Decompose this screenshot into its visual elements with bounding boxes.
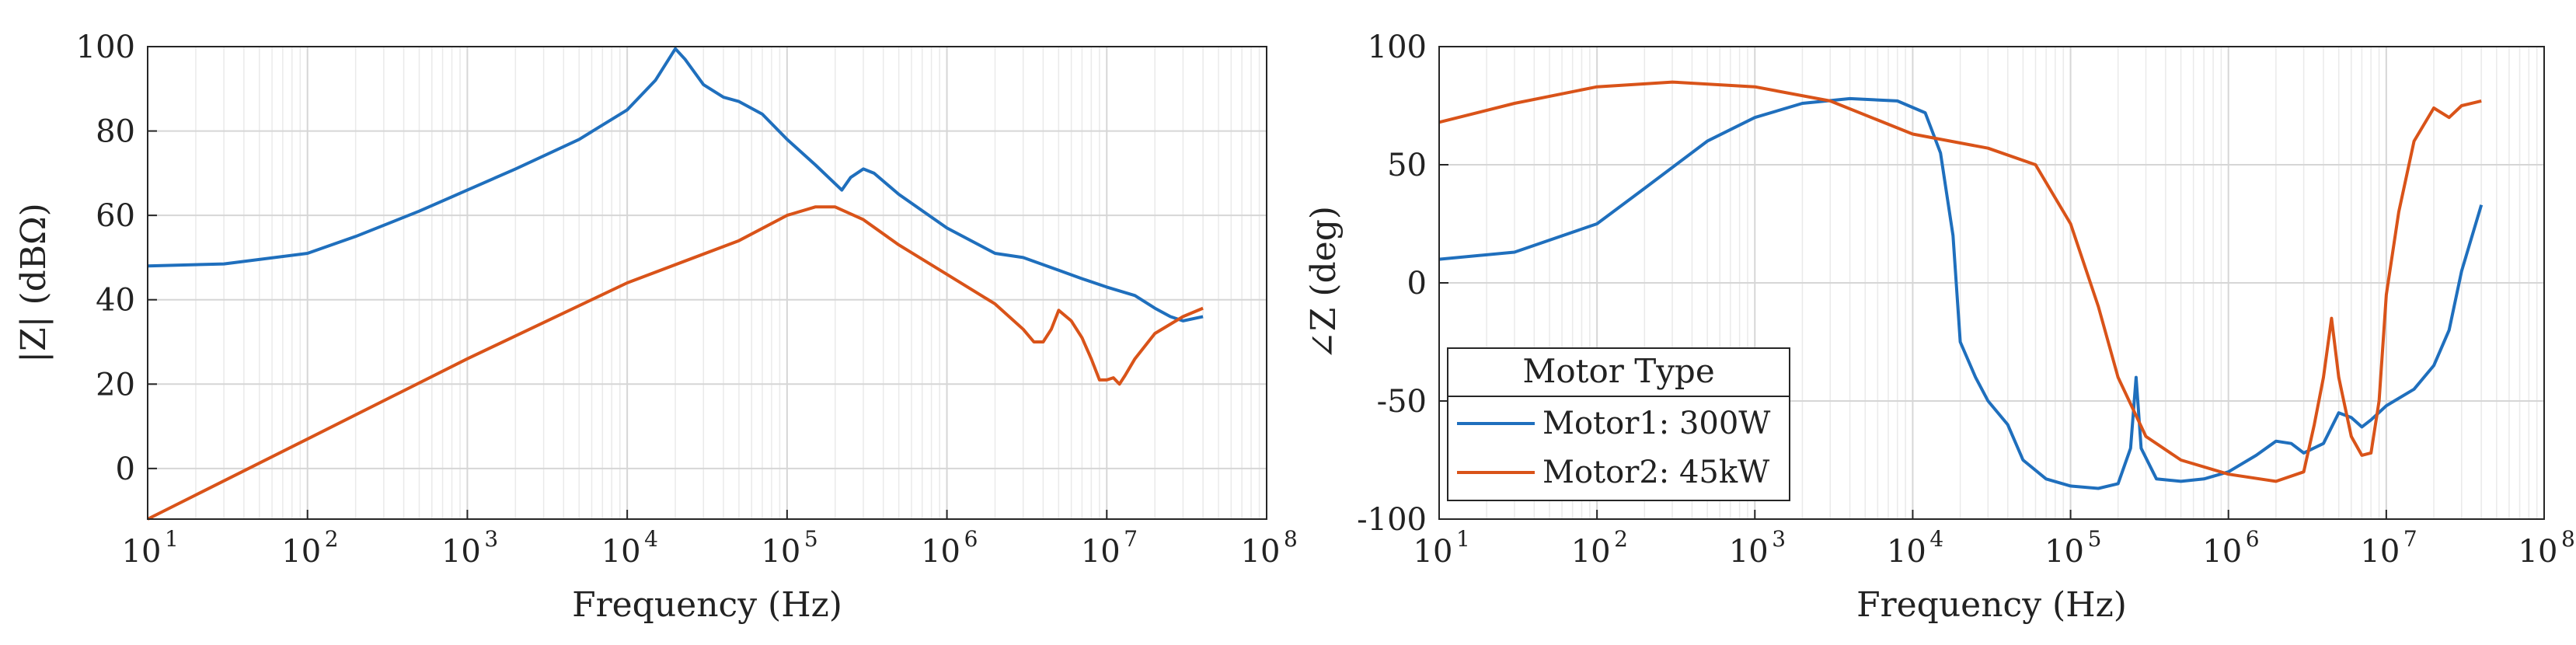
x-tick-label-exponent: 7 <box>1124 526 1138 552</box>
x-tick-label-exponent: 4 <box>644 526 658 552</box>
x-tick-label-exponent: 1 <box>1456 526 1470 552</box>
x-tick-label: 10 <box>1729 534 1769 570</box>
x-tick-label-exponent: 3 <box>484 526 498 552</box>
x-tick-label: 10 <box>441 534 481 570</box>
x-tick-label: 10 <box>2518 534 2558 570</box>
x-tick-label: 10 <box>122 534 162 570</box>
x-tick-label-exponent: 8 <box>1284 526 1298 552</box>
y-tick-label: 0 <box>1407 266 1427 302</box>
y-tick-label: 0 <box>116 452 135 487</box>
legend: Motor Type Motor1: 300W Motor2: 45kW <box>1447 347 1790 501</box>
series-line-motor1 <box>1438 96 2484 490</box>
x-tick-label: 10 <box>601 534 641 570</box>
y-tick-label: -50 <box>1377 384 1427 420</box>
x-tick-label-exponent: 6 <box>2246 526 2260 552</box>
phase-y-axis-label: ∠Z (deg) <box>1304 206 1344 360</box>
series-line-motor2 <box>1438 80 2482 483</box>
legend-entry-motor2: Motor2: 45kW <box>1542 455 1769 490</box>
y-tick-label: 60 <box>96 198 135 234</box>
series-line-motor2 <box>147 205 1204 521</box>
y-tick-label: 100 <box>76 30 135 65</box>
y-tick-label: 100 <box>1368 30 1427 65</box>
magnitude-axes-box <box>147 46 1267 520</box>
x-tick-label-exponent: 4 <box>1929 526 1943 552</box>
x-tick-label-exponent: 5 <box>2088 526 2102 552</box>
x-tick-label: 10 <box>1241 534 1281 570</box>
phase-x-axis-label: Frequency (Hz) <box>1856 585 2127 625</box>
y-tick-label: -100 <box>1357 502 1427 538</box>
y-tick-label: 40 <box>96 283 135 319</box>
series-line-motor1 <box>147 47 1204 322</box>
x-tick-label-exponent: 8 <box>2561 526 2575 552</box>
x-tick-label: 10 <box>1413 534 1453 570</box>
x-tick-label-exponent: 1 <box>165 526 179 552</box>
y-tick-label: 50 <box>1387 148 1427 183</box>
x-tick-label-exponent: 7 <box>2403 526 2417 552</box>
legend-title: Motor Type <box>1522 352 1714 390</box>
x-tick-label: 10 <box>2044 534 2084 570</box>
y-tick-label: 20 <box>96 367 135 403</box>
legend-entry-motor1: Motor1: 300W <box>1542 406 1770 441</box>
magnitude-grid <box>147 46 1267 519</box>
phase-series <box>1438 80 2484 490</box>
x-tick-label: 10 <box>1571 534 1611 570</box>
x-tick-label-exponent: 5 <box>804 526 818 552</box>
x-tick-label: 10 <box>2202 534 2242 570</box>
magnitude-series <box>147 47 1204 521</box>
magnitude-y-axis-label: |Z| (dBΩ) <box>14 203 54 363</box>
x-tick-label-exponent: 2 <box>325 526 339 552</box>
x-tick-label: 10 <box>921 534 960 570</box>
x-tick-label: 10 <box>2360 534 2400 570</box>
x-tick-label-exponent: 3 <box>1772 526 1786 552</box>
x-tick-label: 10 <box>1887 534 1926 570</box>
x-tick-label: 10 <box>281 534 321 570</box>
x-tick-label: 10 <box>761 534 800 570</box>
x-tick-label: 10 <box>1081 534 1121 570</box>
x-tick-label-exponent: 2 <box>1614 526 1628 552</box>
magnitude-plot-area <box>148 47 1267 519</box>
magnitude-x-axis-label: Frequency (Hz) <box>572 585 842 625</box>
x-tick-label-exponent: 6 <box>964 526 978 552</box>
y-tick-label: 80 <box>96 114 135 150</box>
